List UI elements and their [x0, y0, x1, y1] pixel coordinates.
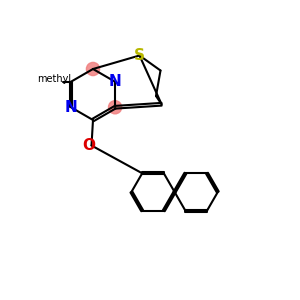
Circle shape: [109, 101, 122, 114]
Circle shape: [86, 62, 100, 76]
Text: S: S: [134, 48, 145, 63]
Text: N: N: [109, 74, 122, 89]
Text: O: O: [82, 138, 95, 153]
Text: methyl: methyl: [38, 74, 71, 84]
Text: N: N: [64, 100, 77, 115]
